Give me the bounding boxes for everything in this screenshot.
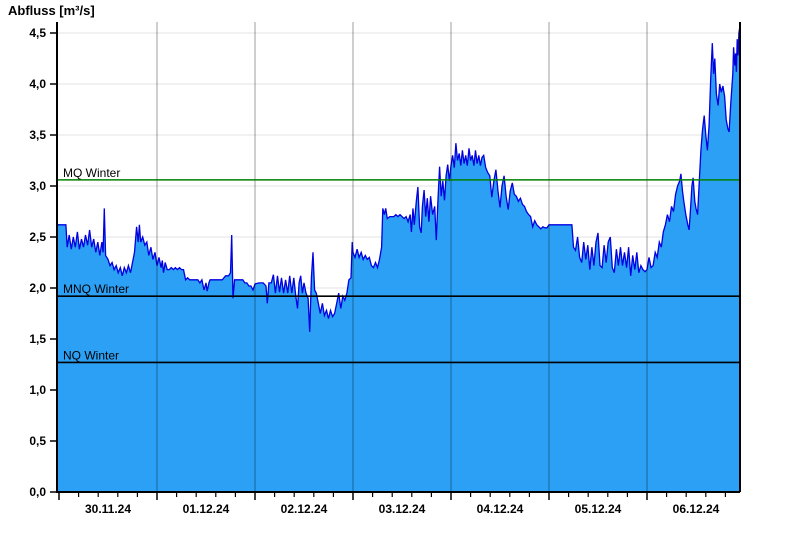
- x-day-label: 01.12.24: [183, 502, 230, 516]
- svg-text:3,5: 3,5: [29, 128, 46, 142]
- svg-text:4,0: 4,0: [29, 77, 46, 91]
- svg-text:0,0: 0,0: [29, 485, 46, 499]
- discharge-area-series: [57, 27, 741, 493]
- tick-marks: [50, 32, 727, 500]
- ref-label-mnq-winter: MNQ Winter: [63, 282, 129, 296]
- x-day-label: 05.12.24: [575, 502, 622, 516]
- x-day-label: 06.12.24: [673, 502, 720, 516]
- svg-text:4,5: 4,5: [29, 26, 46, 40]
- day-gridlines: [156, 22, 648, 492]
- ref-label-nq-winter: NQ Winter: [63, 348, 119, 362]
- svg-text:2,5: 2,5: [29, 230, 46, 244]
- x-day-label: 04.12.24: [477, 502, 524, 516]
- svg-text:3,0: 3,0: [29, 179, 46, 193]
- svg-text:0,5: 0,5: [29, 434, 46, 448]
- svg-text:2,0: 2,0: [29, 281, 46, 295]
- x-day-label: 30.11.24: [85, 502, 131, 516]
- x-day-label: 02.12.24: [281, 502, 328, 516]
- reference-lines: MQ Winter MNQ Winter NQ Winter: [57, 166, 740, 364]
- svg-text:1,5: 1,5: [29, 332, 46, 346]
- chart-title: Abfluss [m³/s]: [8, 3, 95, 18]
- svg-text:1,0: 1,0: [29, 383, 46, 397]
- ref-label-mq-winter: MQ Winter: [63, 166, 120, 180]
- axis-tick-labels: 0,0 0,5 1,0 1,5 2,0 2,5 3,0 3,5 4,0 4,5 30.11.24 01…: [29, 26, 719, 516]
- x-day-label: 03.12.24: [379, 502, 426, 516]
- axes: [56, 22, 741, 493]
